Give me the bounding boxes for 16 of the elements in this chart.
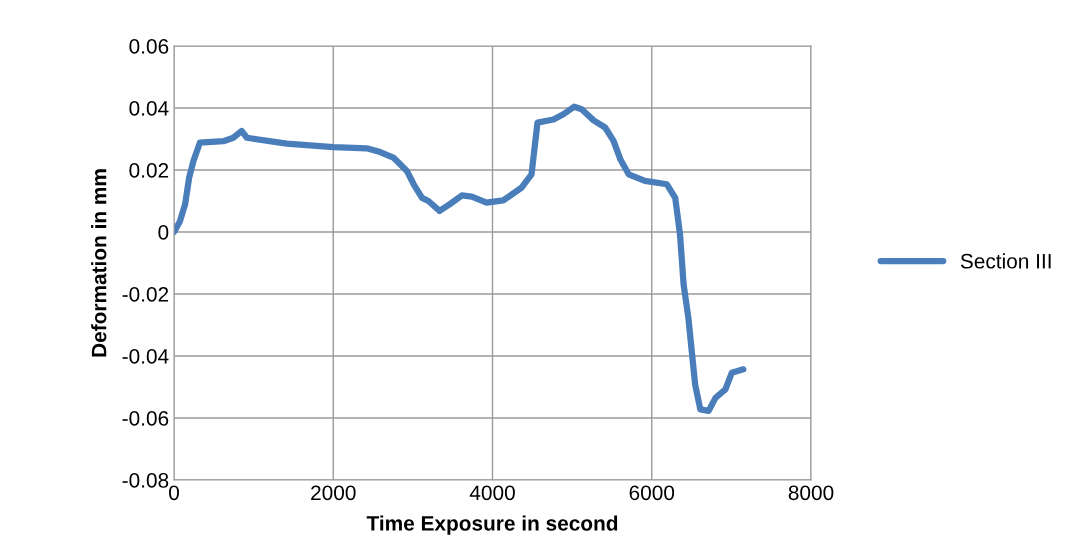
x-tick-label: 8000 — [788, 485, 834, 501]
y-tick-label: 0.02 — [129, 163, 169, 178]
y-tick-label: 0.06 — [129, 39, 169, 54]
x-axis-title: Time Exposure in second — [366, 515, 618, 535]
y-tick-label: -0.04 — [122, 349, 169, 364]
y-tick-label: -0.06 — [122, 411, 169, 426]
legend-label: Section III — [960, 253, 1051, 269]
y-tick-label: -0.08 — [122, 473, 169, 488]
x-tick-label: 6000 — [629, 485, 675, 501]
y-axis-title: Deformation in mm — [91, 169, 107, 357]
x-tick-label: 0 — [169, 485, 179, 501]
y-tick-label: 0 — [158, 225, 169, 240]
x-tick-label: 4000 — [469, 485, 515, 501]
x-tick-label: 2000 — [311, 485, 356, 501]
y-tick-label: 0.04 — [129, 101, 169, 116]
y-tick-label: -0.02 — [122, 287, 169, 302]
